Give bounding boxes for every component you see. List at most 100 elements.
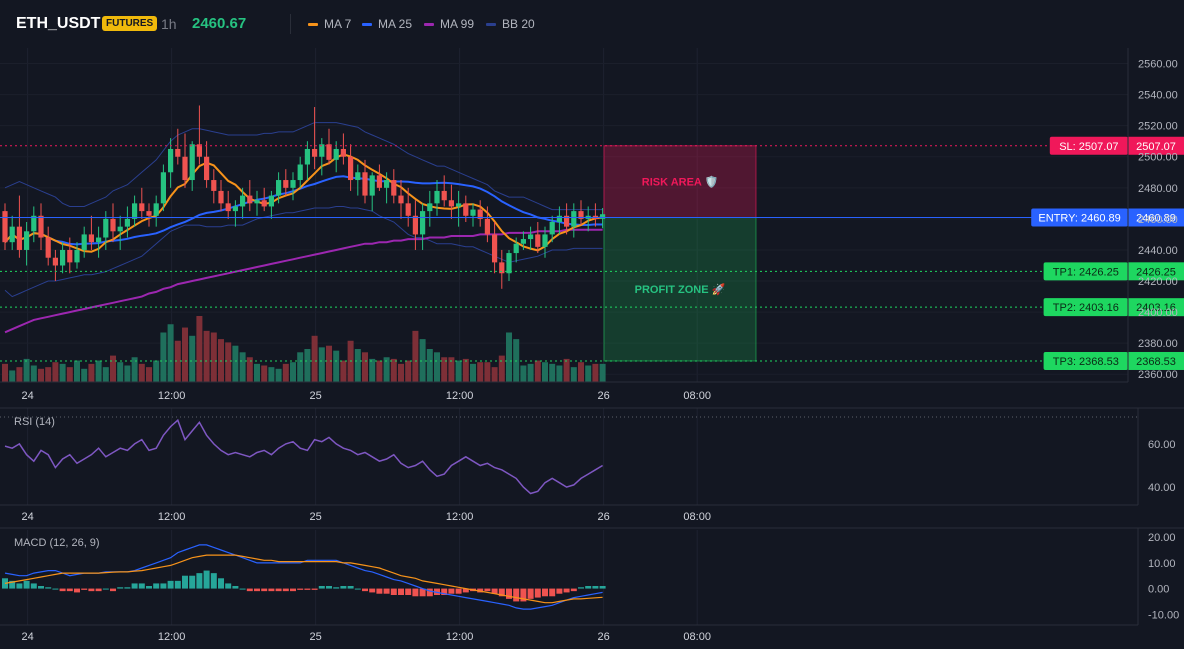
candle-body[interactable] (146, 211, 152, 216)
macd-time-label: 12:00 (446, 631, 474, 643)
candle-body[interactable] (67, 249, 73, 263)
candle-body[interactable] (470, 209, 476, 216)
legend-ma25[interactable]: MA 25 (362, 14, 412, 34)
candle-body[interactable] (499, 262, 505, 274)
candle-body[interactable] (276, 180, 282, 196)
candle-body[interactable] (362, 172, 368, 196)
candle-body[interactable] (304, 148, 310, 165)
candle-body[interactable] (535, 234, 541, 247)
candle-body[interactable] (225, 203, 231, 212)
rsi-line[interactable] (4, 418, 603, 495)
candle-body[interactable] (81, 234, 87, 250)
candle-body[interactable] (355, 172, 361, 181)
candle-body[interactable] (549, 221, 555, 235)
candle-body[interactable] (110, 218, 116, 232)
candle-body[interactable] (456, 203, 462, 207)
candle-body[interactable] (369, 175, 375, 196)
candle-body[interactable] (376, 175, 382, 188)
candle-body[interactable] (556, 215, 562, 222)
candle-body[interactable] (96, 237, 102, 243)
candle-body[interactable] (139, 203, 145, 212)
candle-body[interactable] (528, 234, 534, 240)
candle-body[interactable] (261, 200, 267, 207)
candle-body[interactable] (74, 249, 80, 263)
candle-body[interactable] (348, 156, 354, 181)
macd-line[interactable] (4, 544, 603, 610)
candle-body[interactable] (103, 218, 109, 238)
candle-body[interactable] (420, 211, 426, 235)
candlesticks[interactable] (2, 105, 606, 289)
candle-body[interactable] (391, 180, 397, 196)
legend-ma99[interactable]: MA 99 (424, 14, 474, 34)
candle-body[interactable] (60, 249, 66, 266)
candle-body[interactable] (398, 195, 404, 204)
candle-body[interactable] (38, 215, 44, 238)
candle-body[interactable] (448, 200, 454, 207)
candle-body[interactable] (9, 226, 15, 243)
candle-body[interactable] (153, 203, 159, 216)
candle-body[interactable] (132, 203, 138, 219)
candle-body[interactable] (240, 195, 246, 207)
candle-body[interactable] (297, 164, 303, 181)
volume-bar (59, 363, 66, 382)
candle-body[interactable] (88, 234, 94, 243)
candle-body[interactable] (520, 239, 526, 244)
candle-body[interactable] (268, 195, 274, 207)
candle-body[interactable] (254, 200, 260, 204)
candle-body[interactable] (484, 218, 490, 235)
candle-body[interactable] (477, 209, 483, 219)
candle-body[interactable] (333, 148, 339, 160)
candle-body[interactable] (578, 211, 584, 219)
ma25-swatch-icon (362, 22, 372, 26)
candle-body[interactable] (600, 214, 606, 219)
candle-body[interactable] (326, 144, 332, 160)
candle-body[interactable] (117, 226, 123, 232)
candle-body[interactable] (283, 180, 289, 188)
legend-ma7[interactable]: MA 7 (308, 14, 351, 34)
candle-body[interactable] (175, 148, 181, 157)
rsi-panel[interactable]: RSI (14) 60.00 40.00 24 12:00 25 12:00 26 08:00 (0, 408, 1176, 523)
candle-body[interactable] (405, 203, 411, 216)
candle-body[interactable] (571, 211, 577, 227)
candle-body[interactable] (247, 195, 253, 204)
candle-body[interactable] (189, 144, 195, 181)
timeframe-label[interactable]: 1h (161, 16, 177, 32)
legend-bb20[interactable]: BB 20 (486, 14, 535, 34)
candle-body[interactable] (2, 211, 8, 243)
candle-body[interactable] (312, 148, 318, 157)
candle-body[interactable] (492, 234, 498, 263)
candle-body[interactable] (513, 243, 519, 254)
candle-body[interactable] (204, 156, 210, 181)
candle-body[interactable] (412, 215, 418, 235)
candle-body[interactable] (168, 148, 174, 173)
candle-body[interactable] (16, 226, 22, 250)
macd-hist-bar (326, 586, 332, 589)
candle-body[interactable] (542, 234, 548, 247)
candle-body[interactable] (290, 180, 296, 188)
candle-body[interactable] (434, 190, 440, 204)
candle-body[interactable] (218, 190, 224, 204)
candle-body[interactable] (463, 203, 469, 216)
candle-body[interactable] (564, 215, 570, 227)
candle-body[interactable] (319, 144, 325, 157)
macd-signal-line[interactable] (4, 554, 603, 604)
candle-body[interactable] (384, 180, 390, 188)
candle-body[interactable] (182, 156, 188, 181)
candle-body[interactable] (196, 144, 202, 157)
candle-body[interactable] (124, 218, 130, 227)
candle-body[interactable] (45, 237, 51, 258)
candle-body[interactable] (427, 203, 433, 212)
macd-panel[interactable]: MACD (12, 26, 9) 20.00 10.00 0.00 -10.00 24 12… (0, 528, 1179, 643)
candle-body[interactable] (52, 257, 58, 266)
candle-body[interactable] (24, 231, 30, 250)
candle-body[interactable] (211, 180, 217, 191)
symbol-name[interactable]: ETH_USDT (16, 15, 101, 32)
candle-body[interactable] (441, 190, 447, 201)
candle-body[interactable] (506, 253, 512, 274)
price-levels[interactable]: SL: 2507.07 2507.07 ENTRY: 2460.89 2460.89 T… (0, 136, 1184, 370)
candle-body[interactable] (232, 206, 238, 212)
candle-body[interactable] (160, 172, 166, 204)
candle-body[interactable] (340, 148, 346, 157)
candle-body[interactable] (31, 215, 37, 232)
